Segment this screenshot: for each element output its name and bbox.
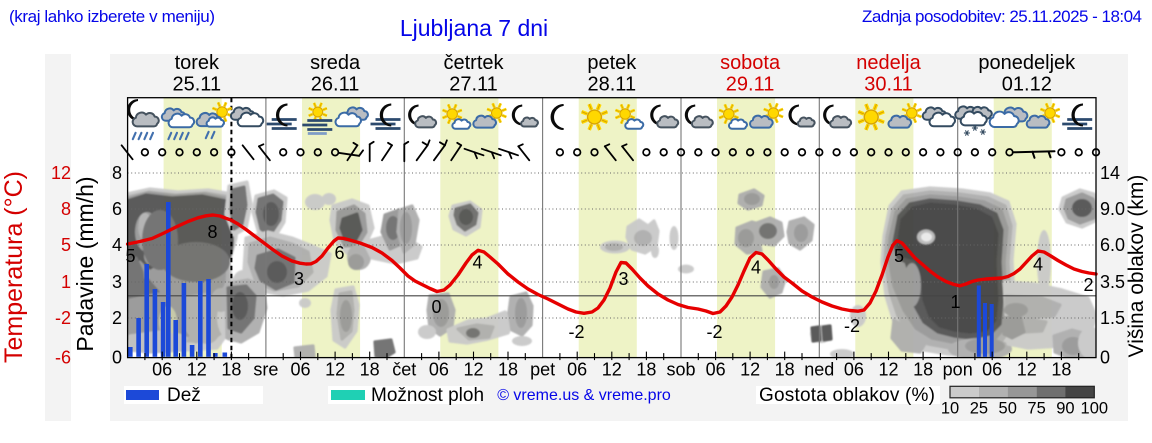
svg-text:0: 0 — [1100, 348, 1110, 368]
svg-text:6.0: 6.0 — [1100, 235, 1125, 255]
svg-text:0: 0 — [112, 348, 122, 368]
svg-text:čet: čet — [392, 360, 416, 380]
svg-text:75: 75 — [1027, 400, 1045, 418]
svg-text:29.11: 29.11 — [726, 74, 775, 96]
svg-text:nedelja: nedelja — [856, 52, 921, 74]
svg-text:12: 12 — [740, 360, 760, 380]
svg-text:06: 06 — [982, 360, 1002, 380]
svg-text:Možnost ploh: Možnost ploh — [371, 385, 484, 406]
svg-text:sob: sob — [666, 360, 695, 380]
svg-text:18: 18 — [221, 360, 241, 380]
svg-text:Padavine (mm/h): Padavine (mm/h) — [72, 176, 98, 351]
svg-text:Zadnja posodobitev: 25.11.2025: Zadnja posodobitev: 25.11.2025 - 18:04 — [862, 7, 1142, 26]
svg-text:1: 1 — [950, 292, 960, 312]
svg-text:8: 8 — [207, 222, 217, 242]
svg-text:14: 14 — [1100, 163, 1120, 183]
svg-text:Gostota oblakov (%): Gostota oblakov (%) — [759, 385, 935, 406]
svg-text:06: 06 — [290, 360, 310, 380]
svg-text:5: 5 — [61, 235, 71, 255]
svg-text:torek: torek — [175, 52, 220, 74]
svg-text:ponedeljek: ponedeljek — [978, 52, 1076, 74]
svg-text:© vreme.us & vreme.pro: © vreme.us & vreme.pro — [497, 387, 671, 404]
svg-text:4: 4 — [112, 235, 122, 255]
svg-text:18: 18 — [360, 360, 380, 380]
svg-text:06: 06 — [152, 360, 172, 380]
svg-text:6: 6 — [112, 199, 122, 219]
svg-text:3: 3 — [112, 272, 122, 292]
svg-text:10: 10 — [941, 400, 959, 418]
svg-text:petek: petek — [587, 52, 637, 74]
svg-text:-2: -2 — [706, 322, 722, 342]
svg-text:1.5: 1.5 — [1100, 308, 1125, 328]
svg-text:5: 5 — [894, 246, 904, 266]
svg-text:pon: pon — [943, 360, 973, 380]
svg-text:3: 3 — [294, 269, 304, 289]
svg-text:06: 06 — [706, 360, 726, 380]
svg-text:0: 0 — [431, 297, 441, 317]
svg-text:12: 12 — [878, 360, 898, 380]
svg-text:Ljubljana 7 dni: Ljubljana 7 dni — [400, 15, 548, 41]
svg-text:12: 12 — [602, 360, 622, 380]
svg-text:2: 2 — [1083, 275, 1093, 295]
svg-text:18: 18 — [775, 360, 795, 380]
svg-text:27.11: 27.11 — [449, 74, 498, 96]
svg-text:-2: -2 — [55, 308, 71, 328]
svg-text:18: 18 — [1051, 360, 1071, 380]
svg-text:12: 12 — [325, 360, 345, 380]
svg-text:-2: -2 — [568, 322, 584, 342]
svg-text:8: 8 — [61, 199, 71, 219]
svg-text:06: 06 — [567, 360, 587, 380]
svg-text:sre: sre — [253, 360, 278, 380]
svg-text:28.11: 28.11 — [588, 74, 637, 96]
svg-text:12: 12 — [1017, 360, 1037, 380]
svg-text:90: 90 — [1056, 400, 1074, 418]
svg-text:8: 8 — [112, 163, 122, 183]
svg-text:18: 18 — [636, 360, 656, 380]
svg-text:1: 1 — [61, 272, 71, 292]
svg-text:ned: ned — [804, 360, 834, 380]
svg-text:06: 06 — [429, 360, 449, 380]
svg-text:sobota: sobota — [720, 52, 781, 74]
svg-text:3: 3 — [618, 269, 628, 289]
svg-text:50: 50 — [999, 400, 1017, 418]
svg-text:6: 6 — [334, 243, 344, 263]
svg-text:06: 06 — [844, 360, 864, 380]
svg-text:26.11: 26.11 — [311, 74, 360, 96]
svg-text:četrtek: četrtek — [443, 52, 504, 74]
svg-text:-6: -6 — [55, 348, 71, 368]
svg-text:4: 4 — [751, 258, 761, 278]
svg-text:(kraj lahko izberete v meniju): (kraj lahko izberete v meniju) — [9, 7, 215, 26]
svg-text:pet: pet — [530, 360, 555, 380]
svg-text:01.12: 01.12 — [1002, 74, 1052, 96]
svg-text:100: 100 — [1081, 400, 1109, 418]
svg-text:12: 12 — [187, 360, 207, 380]
svg-text:3.5: 3.5 — [1100, 272, 1125, 292]
svg-text:25: 25 — [970, 400, 988, 418]
svg-text:-2: -2 — [844, 316, 860, 336]
svg-text:Dež: Dež — [167, 385, 201, 406]
svg-text:12: 12 — [463, 360, 483, 380]
svg-text:Višina oblakov (km): Višina oblakov (km) — [1125, 175, 1148, 358]
svg-text:Temperatura (°C): Temperatura (°C) — [0, 171, 28, 363]
svg-text:18: 18 — [913, 360, 933, 380]
svg-text:sreda: sreda — [310, 52, 361, 74]
svg-text:4: 4 — [472, 253, 482, 273]
svg-text:25.11: 25.11 — [173, 74, 222, 96]
svg-text:30.11: 30.11 — [864, 74, 913, 96]
svg-text:5: 5 — [125, 246, 135, 266]
svg-text:18: 18 — [498, 360, 518, 380]
svg-text:12: 12 — [51, 163, 71, 183]
svg-text:2: 2 — [112, 308, 122, 328]
svg-text:4: 4 — [1033, 255, 1043, 275]
svg-text:9.0: 9.0 — [1100, 199, 1125, 219]
